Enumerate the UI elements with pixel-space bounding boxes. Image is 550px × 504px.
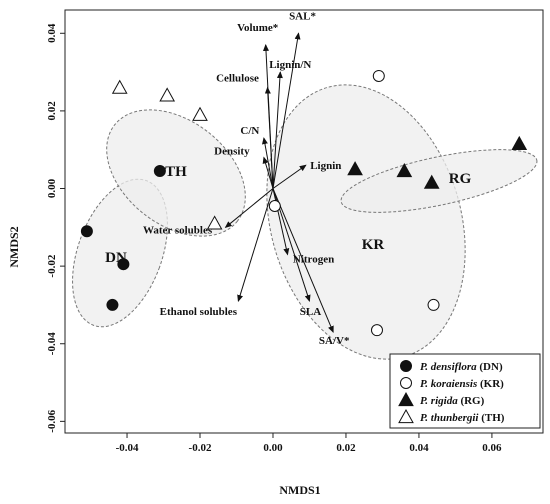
legend-marker-dn: [400, 360, 412, 372]
group-label-kr: KR: [362, 237, 385, 253]
legend-label-dn: P. densiflora (DN): [420, 361, 503, 373]
vector-label-volume: Volume*: [237, 22, 279, 34]
group-label-rg: RG: [449, 171, 472, 187]
group-ellipse-rg: [340, 149, 538, 213]
vector-label-sla: SLA: [300, 306, 321, 318]
group-ellipse-th: [106, 109, 246, 237]
data-points-layer: [80, 69, 528, 337]
data-point-rg: [396, 163, 413, 178]
y-tick-label: 0.00: [46, 178, 58, 198]
x-tick-label: -0.02: [189, 442, 212, 454]
vector-label-lignin-n: Lignin/N: [269, 59, 311, 71]
x-tick-label: -0.04: [116, 442, 139, 454]
data-point-th: [111, 79, 128, 94]
y-tick-label: -0.02: [46, 254, 58, 277]
vector-arrow-ethanol-solubles: [237, 188, 274, 303]
vector-arrow-lignin-n: [272, 71, 283, 189]
vector-label-density: Density: [214, 145, 250, 157]
vector-label-sal: SAL*: [289, 10, 316, 22]
data-point-kr: [268, 199, 281, 212]
legend-label-rg: P. rigida (RG): [420, 395, 485, 407]
data-point-rg: [423, 174, 440, 189]
data-point-th: [192, 106, 208, 121]
legend-marker-rg: [398, 391, 414, 407]
legend: P. densiflora (DN) P. koraiensis (KR) P. r…: [389, 353, 541, 429]
vector-label-c-n: C/N: [240, 125, 259, 137]
group-ellipse-kr: [266, 84, 466, 360]
vector-arrow-water-solubles: [224, 188, 274, 228]
x-axis-title: NMDS1: [279, 483, 320, 497]
y-tick-label: -0.06: [46, 409, 58, 432]
environmental-vectors-layer: Volume* SAL* Lignin/N Cellulose C/N Density Li…: [143, 10, 350, 347]
y-tick-label: -0.04: [46, 332, 58, 355]
vector-label-lignin: Lignin: [310, 160, 341, 172]
vector-label-ethanol-solubles: Ethanol solubles: [160, 306, 238, 318]
data-point-dn: [106, 298, 119, 311]
y-tick-label: 0.02: [46, 101, 58, 121]
axes-layer: -0.04 -0.02 0.00 0.02 0.04 0.06 -0.06 -0.04 -0.0…: [46, 9, 544, 454]
legend-label-th: P. thunbergii (TH): [420, 412, 505, 424]
data-point-dn: [80, 225, 93, 238]
vector-arrow-cellulose: [264, 86, 274, 189]
x-tick-label: 0.02: [336, 442, 356, 454]
data-point-th: [159, 87, 176, 102]
vector-label-nitrogen: Nitrogen: [293, 253, 334, 265]
y-tick-label: 0.04: [46, 23, 58, 43]
legend-label-kr: P. koraiensis (KR): [420, 378, 504, 390]
vector-arrow-sal: [272, 32, 301, 189]
x-tick-label: 0.06: [482, 442, 502, 454]
data-point-kr: [370, 324, 383, 337]
plot-frame: [64, 9, 544, 434]
vector-arrow-lignin: [272, 164, 307, 189]
data-point-rg: [347, 161, 363, 176]
y-axis-title: NMDS2: [7, 226, 21, 267]
data-point-rg: [511, 135, 528, 150]
vector-arrow-nitrogen: [272, 188, 290, 256]
group-label-th: TH: [165, 164, 187, 180]
data-point-dn: [153, 165, 166, 178]
data-point-kr: [427, 298, 440, 311]
vector-arrow-density: [262, 156, 274, 189]
vector-arrow-sa-v: [272, 188, 334, 334]
legend-marker-th: [398, 408, 414, 424]
x-tick-label: 0.04: [409, 442, 429, 454]
legend-box: [389, 353, 541, 429]
vector-label-cellulose: Cellulose: [216, 73, 259, 85]
vector-label-sa-v: SA/V*: [319, 335, 350, 347]
x-tick-label: 0.00: [263, 442, 283, 454]
data-point-th: [206, 215, 223, 230]
vector-label-water-solubles: Water solubles: [143, 224, 213, 236]
legend-marker-kr: [400, 377, 412, 389]
data-point-kr: [372, 69, 385, 82]
data-point-dn: [117, 258, 130, 271]
